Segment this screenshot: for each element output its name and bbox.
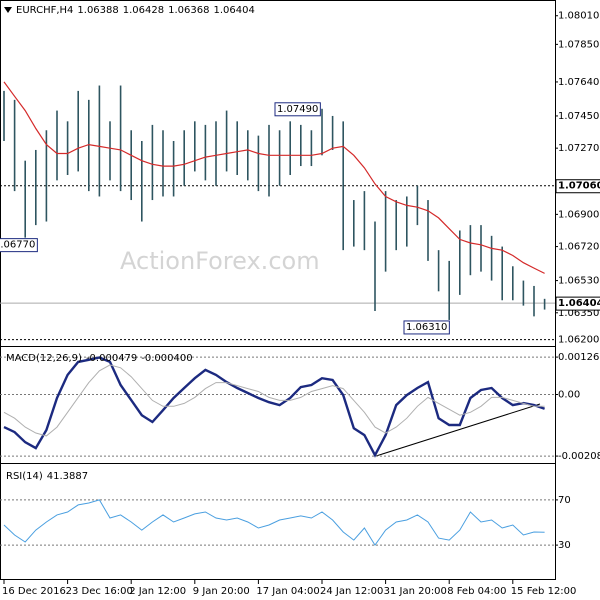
y-tick-label: 1.07450 xyxy=(558,111,599,122)
x-tick-label: 31 Jan 20:00 xyxy=(384,586,447,597)
label-part: EURCHF,H4 xyxy=(16,5,73,16)
frame xyxy=(0,0,556,580)
x-tick-label: 16 Dec 2016 xyxy=(2,586,66,597)
label-part: 1.06428 xyxy=(123,5,164,16)
x-tick-label: 9 Jan 20:00 xyxy=(193,586,250,597)
panel-label: EURCHF,H4 1.06388 1.06428 1.06368 1.06404 xyxy=(16,5,255,16)
label-box xyxy=(403,320,450,335)
x-tick-label: 24 Jan 12:00 xyxy=(320,586,383,597)
series-line xyxy=(3,356,545,458)
y-tick-label: 1.06350 xyxy=(558,308,599,319)
series-line xyxy=(3,499,545,547)
label-part: MACD(12,26,9) xyxy=(6,353,82,364)
label-part: 1.06388 xyxy=(77,5,118,16)
x-tick-label: 17 Jan 04:00 xyxy=(256,586,319,597)
label-part: RSI(14) xyxy=(6,471,43,482)
trend-line xyxy=(375,403,541,457)
label-box xyxy=(274,102,321,117)
y-tick-label: 70 xyxy=(558,495,571,506)
watermark: ActionForex.com xyxy=(120,247,320,275)
series-line xyxy=(3,364,545,437)
x-tick-label: 8 Feb 04:00 xyxy=(447,586,506,597)
panel-label: RSI(14) 41.3887 xyxy=(6,471,88,482)
label-part: 41.3887 xyxy=(47,471,88,482)
label-part: 1.06368 xyxy=(168,5,209,16)
y-tick-label: -0.00208 xyxy=(558,451,600,462)
y-tick-label: 1.06530 xyxy=(558,276,599,287)
y-tick-label: 1.08010 xyxy=(558,11,599,22)
price-annotation: 1.07490 xyxy=(277,104,318,115)
y-tick-label: 1.07850 xyxy=(558,39,599,50)
y-tick-label: 1.06900 xyxy=(558,209,599,220)
price-annotation: 1.06310 xyxy=(406,322,447,333)
y-tick-label: 30 xyxy=(558,540,571,551)
x-tick-label: 15 Feb 12:00 xyxy=(511,586,577,597)
level-label: 1.07060 xyxy=(558,181,600,192)
series-line xyxy=(3,81,545,274)
price-annotation: 1.06770 xyxy=(0,240,35,251)
label-box xyxy=(0,238,38,253)
panel-label: MACD(12,26,9) -0.000479 -0.000400 xyxy=(6,353,193,364)
y-tick-label: 0.001263 xyxy=(558,352,600,363)
label-box xyxy=(555,296,600,311)
label-part: -0.000479 xyxy=(86,353,137,364)
y-tick-label: 0.00 xyxy=(558,389,580,400)
last-price-label: 1.06404 xyxy=(558,298,600,309)
y-tick-label: 1.07640 xyxy=(558,77,599,88)
y-tick-label: 1.06720 xyxy=(558,242,599,253)
x-tick-label: 2 Jan 12:00 xyxy=(129,586,186,597)
x-tick-label: 23 Dec 16:00 xyxy=(66,586,133,597)
y-tick-label: 1.07270 xyxy=(558,143,599,154)
level-label: 1.06200 xyxy=(558,335,599,346)
dropdown-icon[interactable] xyxy=(4,7,12,13)
label-box xyxy=(555,179,600,194)
label-part: 1.06404 xyxy=(213,5,254,16)
label-part: -0.000400 xyxy=(141,353,192,364)
